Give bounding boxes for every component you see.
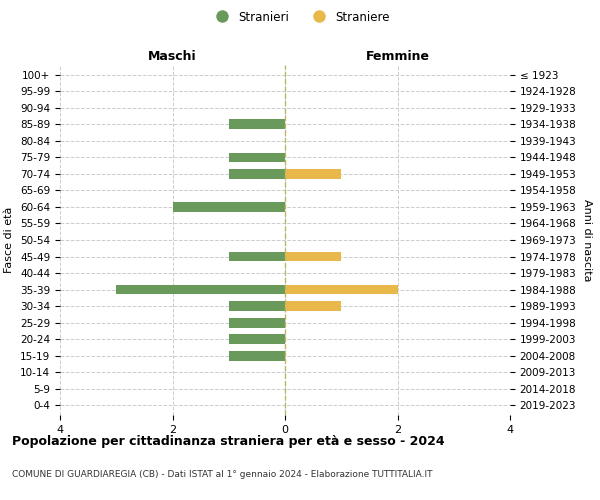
Bar — [285, 284, 398, 294]
Bar — [229, 301, 285, 311]
Y-axis label: Fasce di età: Fasce di età — [4, 207, 14, 273]
Y-axis label: Anni di nascita: Anni di nascita — [582, 198, 592, 281]
Bar — [229, 318, 285, 328]
Bar — [173, 202, 285, 212]
Bar — [229, 252, 285, 262]
Bar — [229, 152, 285, 162]
Text: Maschi: Maschi — [148, 50, 197, 64]
Bar — [116, 284, 285, 294]
Text: COMUNE DI GUARDIAREGIA (CB) - Dati ISTAT al 1° gennaio 2024 - Elaborazione TUTTI: COMUNE DI GUARDIAREGIA (CB) - Dati ISTAT… — [12, 470, 433, 479]
Bar — [229, 350, 285, 360]
Bar — [285, 301, 341, 311]
Bar — [229, 120, 285, 130]
Text: Femmine: Femmine — [365, 50, 430, 64]
Bar — [285, 252, 341, 262]
Bar — [285, 169, 341, 179]
Bar — [229, 334, 285, 344]
Text: Popolazione per cittadinanza straniera per età e sesso - 2024: Popolazione per cittadinanza straniera p… — [12, 435, 445, 448]
Bar — [229, 169, 285, 179]
Legend: Stranieri, Straniere: Stranieri, Straniere — [205, 6, 395, 28]
